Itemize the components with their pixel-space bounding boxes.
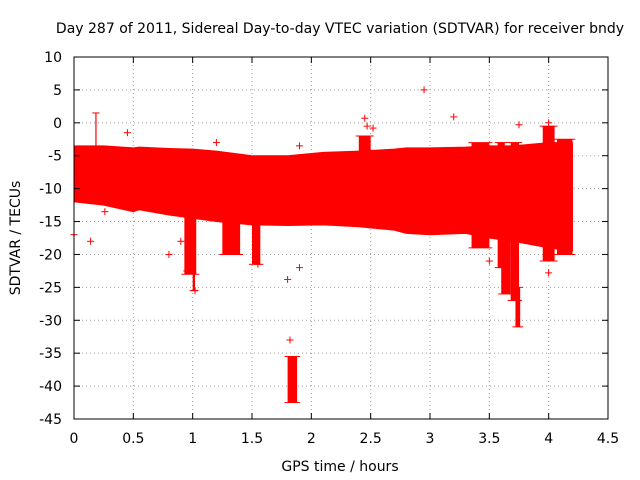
chart-title: Day 287 of 2011, Sidereal Day-to-day VTE… — [56, 21, 624, 37]
outlier-point — [361, 114, 369, 122]
y-tick-label: -40 — [39, 379, 62, 395]
x-tick-label: 1 — [188, 431, 197, 447]
error-excursion — [497, 142, 505, 268]
outlier-point — [295, 142, 303, 150]
outlier-point — [284, 275, 292, 283]
error-excursion — [184, 214, 197, 275]
error-excursion — [192, 214, 196, 291]
x-tick-label: 3 — [426, 431, 435, 447]
outlier-point — [165, 250, 173, 258]
outlier-point — [545, 269, 553, 277]
outlier-point — [254, 260, 262, 268]
y-tick-label: -15 — [39, 215, 62, 231]
error-excursion — [252, 214, 261, 265]
y-tick-label: 0 — [53, 116, 62, 132]
x-tick-label: 0.5 — [122, 431, 144, 447]
outlier-point — [87, 237, 95, 245]
error-excursion — [287, 356, 298, 403]
error-excursion — [542, 126, 555, 262]
error-excursion — [515, 287, 521, 327]
outlier-point — [212, 139, 220, 147]
outlier-point — [450, 113, 458, 121]
error-excursion — [556, 139, 573, 255]
error-excursion — [471, 142, 490, 248]
error-excursion — [358, 135, 371, 163]
x-tick-label: 3.5 — [478, 431, 500, 447]
outlier-point — [515, 121, 523, 129]
y-tick-label: -25 — [39, 280, 62, 296]
outlier-point — [545, 119, 553, 127]
x-tick-label: 4 — [544, 431, 553, 447]
outlier-point — [183, 267, 191, 275]
outlier-point — [363, 122, 371, 130]
y-tick-label: 5 — [53, 83, 62, 99]
y-axis-label: SDTVAR / TECUs — [8, 181, 24, 296]
y-tick-label: -20 — [39, 247, 62, 263]
error-excursion — [522, 145, 531, 242]
y-tick-label: -30 — [39, 313, 62, 329]
y-tick-label: -45 — [39, 412, 62, 428]
outlier-point — [485, 257, 493, 265]
outlier-point — [177, 237, 185, 245]
y-tick-label: 10 — [44, 50, 62, 66]
y-tick-label: -10 — [39, 182, 62, 198]
x-tick-label: 2 — [307, 431, 316, 447]
outlier-point — [101, 208, 109, 216]
plot-frame — [73, 56, 609, 420]
y-tick-label: -35 — [39, 346, 62, 362]
x-tick-label: 4.5 — [597, 431, 619, 447]
axis-ticks: 0 0.5 1 1.5 2 2.5 3 3.5 4 4.5 10 5 0 -5 -10 -15 -20 -25 -3… — [39, 50, 619, 447]
data-series — [70, 86, 576, 404]
error-excursion — [222, 208, 241, 255]
outlier-point — [420, 86, 428, 94]
error-excursion — [510, 142, 519, 301]
y-tick-label: -5 — [48, 149, 62, 165]
outlier-point — [191, 287, 199, 295]
x-tick-label: 0 — [70, 431, 79, 447]
error-excursion — [501, 221, 511, 294]
outlier-point — [123, 129, 131, 137]
outlier-point — [295, 264, 303, 272]
x-tick-label: 2.5 — [360, 431, 382, 447]
outlier-point — [286, 336, 294, 344]
error-excursion — [95, 112, 97, 150]
outlier-point — [369, 124, 377, 132]
x-tick-label: 1.5 — [241, 431, 263, 447]
x-axis-label: GPS time / hours — [281, 459, 398, 475]
